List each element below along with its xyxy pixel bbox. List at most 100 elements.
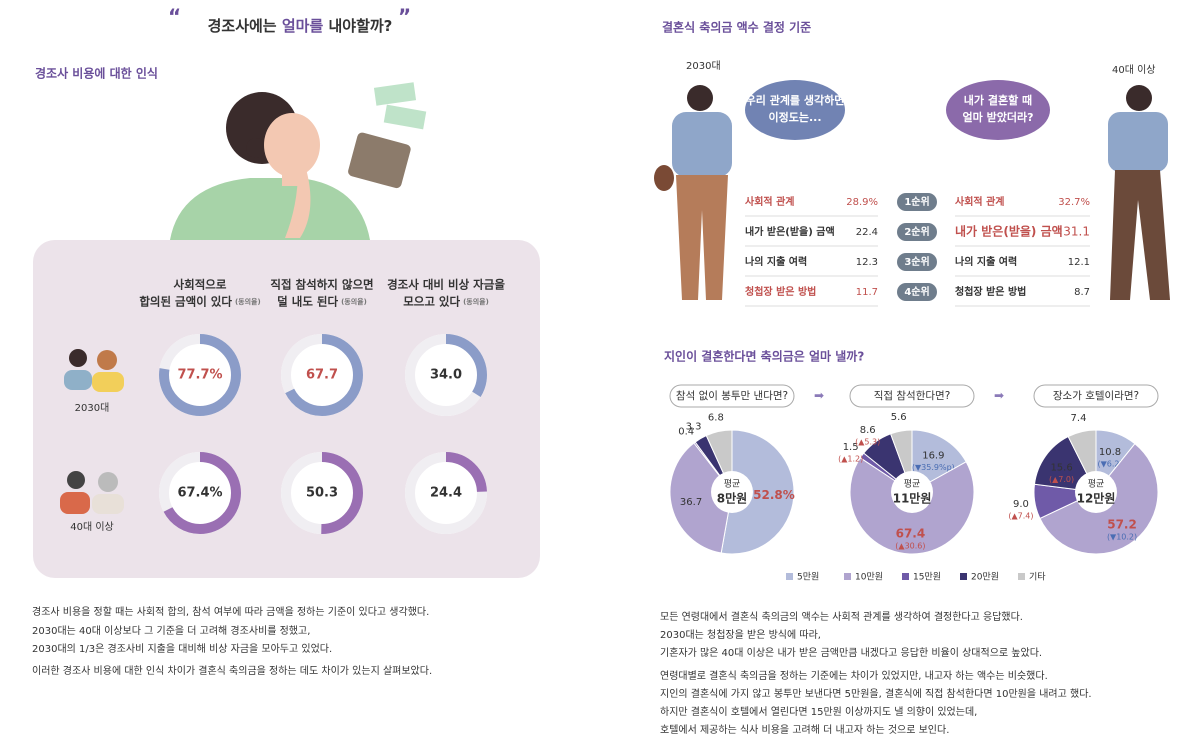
svg-text:”: ”	[398, 5, 411, 29]
slice-label: 15.6	[1050, 463, 1072, 474]
slice-label: 0.4	[678, 426, 694, 437]
donut-label: 77.7%	[177, 368, 222, 383]
avg-label: 평균	[904, 479, 921, 490]
rank-label: 3순위	[904, 255, 929, 268]
arrow: ➡	[994, 389, 1004, 403]
column-note: (동의율)	[235, 297, 261, 306]
legend-label: 5만원	[797, 572, 819, 583]
pie-center	[891, 471, 933, 513]
pie-center	[1075, 471, 1117, 513]
rank-value: 12.1	[1068, 257, 1090, 268]
rank-item: 나의 지출 여력	[955, 255, 1017, 268]
rank-value: 8.7	[1074, 287, 1090, 298]
svg-text:“: “	[168, 5, 181, 29]
paragraph: 2030대는 40대 이상보다 그 기준을 더 고려해 경조사비를 정했고,	[32, 624, 310, 637]
donut-bg	[159, 452, 241, 534]
rank-item: 사회적 관계	[745, 195, 794, 208]
question: 장소가 호텔이라면?	[1053, 390, 1139, 402]
question: 직접 참석한다면?	[874, 390, 951, 402]
bubble-text: 이정도는...	[768, 110, 821, 124]
paragraph: 연령대별로 결혼식 축의금을 정하는 기준에는 차이가 있었지만, 내고자 하는…	[660, 669, 1048, 682]
donut-bg	[405, 452, 487, 534]
title-part: 얼마를	[282, 17, 324, 35]
group-name: 40대 이상	[70, 521, 114, 533]
slice-label: 7.4	[1071, 413, 1087, 424]
pie-center	[711, 471, 753, 513]
donut-arc	[159, 334, 241, 416]
pie-title: 지인이 결혼한다면 축의금은 얼마 낼까?	[664, 349, 864, 364]
column-label: 경조사 대비 비상 자금을	[387, 278, 505, 292]
column-label: 모으고 있다 (동의율)	[403, 295, 489, 309]
rank-label: 2순위	[904, 225, 929, 238]
paragraph: 기혼자가 많은 40대 이상은 내가 받은 금액만큼 내겠다고 응답한 비율이 …	[660, 646, 1042, 659]
donut-bg	[159, 334, 241, 416]
slice-label: 36.7	[680, 497, 702, 508]
slice-label: 9.0	[1013, 499, 1029, 510]
rank-pill	[897, 223, 937, 241]
slice-label: 16.9	[922, 451, 944, 462]
paragraph: 지인의 결혼식에 가지 않고 봉투만 보낸다면 5만원을, 결혼식에 직접 참석…	[660, 687, 1092, 700]
question-pill	[1033, 384, 1159, 408]
people-illustration	[654, 80, 1170, 300]
title-part: 내야할까?	[323, 17, 392, 35]
section-title: 결혼식 축의금 액수 결정 기준	[662, 20, 811, 35]
slice-label: 6.8	[708, 413, 724, 424]
donut-label: 50.3	[306, 486, 338, 501]
pie-slice	[669, 442, 733, 554]
rank-item: 나의 지출 여력	[745, 255, 807, 268]
group-name: 40대 이상	[1112, 64, 1156, 76]
donut-label: 24.4	[430, 486, 462, 501]
donut-arc	[405, 452, 487, 534]
arrow: ➡	[814, 389, 824, 403]
slice-change: (▲1.2)	[838, 455, 863, 464]
title: 경조사에는 얼마를 내야할까?	[208, 17, 393, 35]
slice-label: 1.5	[843, 442, 859, 453]
paragraph: 경조사 비용을 정할 때는 사회적 합의, 참석 여부에 따라 금액을 정하는 …	[32, 605, 429, 618]
rank-item: 내가 받은(받을) 금액	[745, 225, 835, 238]
title-part: 경조사에는	[208, 17, 282, 35]
legend-label: 기타	[1029, 572, 1046, 583]
rank-label: 4순위	[904, 285, 929, 298]
paragraph: 모든 연령대에서 결혼식 축의금의 액수는 사회적 관계를 생각하여 결정한다고…	[660, 610, 1023, 623]
rank-value: 22.4	[856, 227, 878, 238]
paragraph: 2030대는 청첩장을 받은 방식에 따라,	[660, 629, 821, 641]
rank-value: 28.9%	[846, 197, 878, 208]
donut-arc	[281, 452, 363, 534]
slice-label: 67.4	[896, 527, 926, 541]
question-pill	[669, 384, 795, 408]
column-label: 합의된 금액이 있다 (동의율)	[139, 295, 260, 309]
legend-label: 15만원	[913, 572, 941, 583]
rank-item: 사회적 관계	[955, 195, 1004, 208]
group-icon	[60, 349, 124, 514]
donut-arc	[159, 452, 241, 534]
paragraph: 호텔에서 제공하는 식사 비용을 고려해 더 내고자 하는 것으로 보인다.	[660, 723, 949, 736]
rank-value: 31.1	[1063, 225, 1090, 239]
donut-label: 34.0	[430, 368, 462, 383]
group-name: 2030대	[686, 60, 721, 72]
column-note: (동의율)	[463, 297, 489, 306]
slice-change: (▲7.4)	[1008, 511, 1033, 520]
rank-item: 청첩장 받은 방법	[745, 285, 816, 298]
woman-illustration	[170, 82, 427, 240]
column-note: (동의율)	[341, 297, 367, 306]
slice-change: (▲5.3)	[855, 438, 880, 447]
donut-label: 67.7	[306, 368, 338, 383]
slice-change: (▼35.9%p)	[912, 463, 955, 472]
avg-label: 평균	[724, 479, 741, 490]
slice-label: 5.6	[891, 412, 907, 423]
rank-item: 내가 받은(받을) 금액	[955, 224, 1063, 239]
section-title: 경조사 비용에 대한 인식	[35, 66, 158, 81]
donut-bg	[281, 452, 363, 534]
avg-value: 11만원	[893, 491, 932, 506]
legend-swatch	[844, 573, 851, 580]
bubble-text: 내가 결혼할 때	[964, 93, 1032, 107]
paragraph: 하지만 결혼식이 호텔에서 열린다면 15만원 이상까지도 낼 의향이 있었는데…	[660, 705, 977, 718]
slice-label: 8.6	[860, 425, 876, 436]
donut-label: 67.4%	[177, 486, 222, 501]
paragraph: 2030대의 1/3은 경조사비 지출을 대비해 비상 자금을 모아두고 있었다…	[32, 642, 332, 655]
slice-change: (▼10.2)	[1107, 533, 1137, 542]
column-label: 덜 내도 된다 (동의율)	[277, 295, 367, 309]
donut-bg	[281, 334, 363, 416]
slice-change: (▲7.0)	[1049, 475, 1074, 484]
